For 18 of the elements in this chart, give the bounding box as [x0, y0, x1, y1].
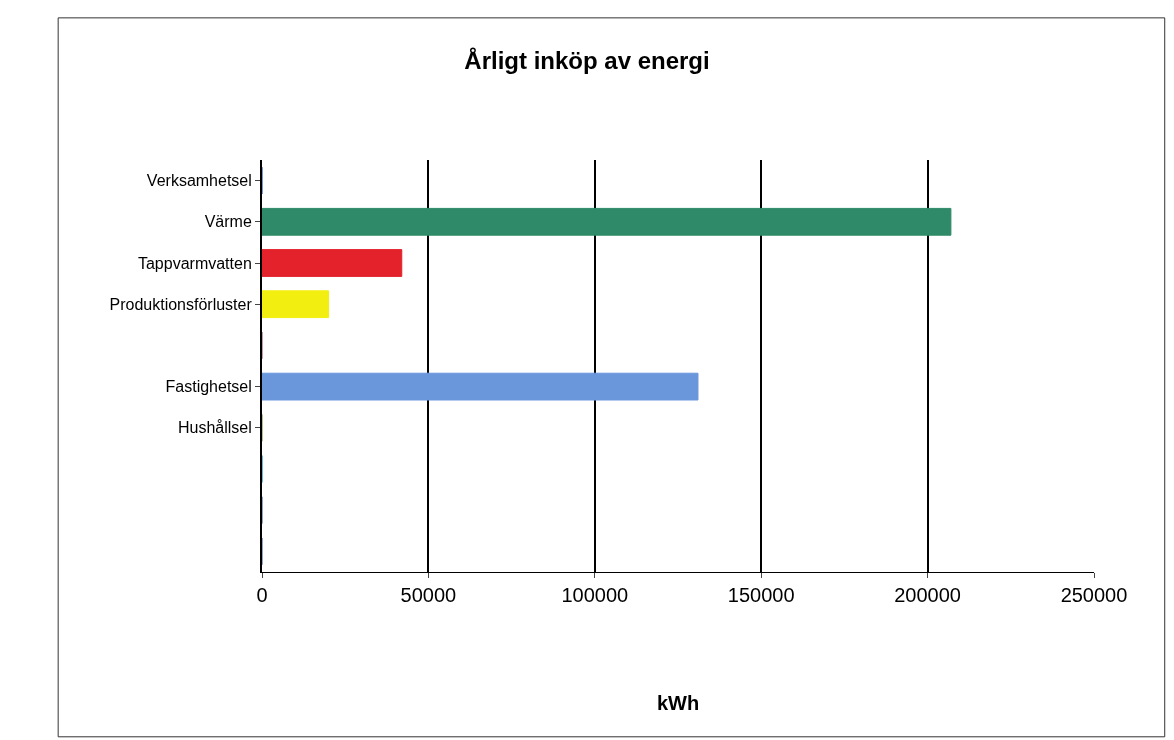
- bar: [262, 372, 699, 401]
- x-tick-label: 50000: [400, 584, 457, 606]
- y-tick-label: Produktionsförluster: [109, 295, 253, 313]
- bar: [262, 249, 403, 277]
- y-tick-label: Verksamhetsel: [146, 172, 252, 190]
- x-tick-label: 100000: [561, 584, 629, 606]
- y-tick-label: Värme: [204, 213, 252, 231]
- y-tick-label: Fastighetsel: [165, 378, 252, 396]
- bar: [262, 207, 952, 236]
- chart-title: Årligt inköp av energi: [464, 46, 710, 74]
- y-tick-label: Tappvarmvatten: [137, 254, 252, 272]
- x-tick-label: 200000: [894, 584, 961, 606]
- x-tick-label: 0: [256, 584, 268, 606]
- x-tick-label: 150000: [727, 584, 795, 606]
- x-tick-label: 250000: [1060, 584, 1128, 606]
- y-tick-label: Hushållsel: [177, 419, 252, 437]
- bar: [262, 290, 330, 319]
- x-axis-title: kWh: [656, 691, 700, 714]
